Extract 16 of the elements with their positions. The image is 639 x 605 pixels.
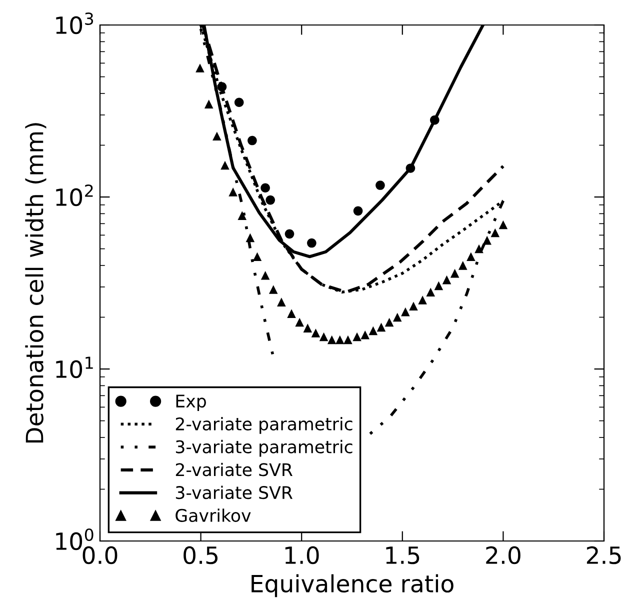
x-tick-label: 1.0: [285, 546, 319, 564]
y-tick-label: 10$^{1}$: [56, 356, 93, 378]
legend-label: 3-variate parametric: [176, 440, 352, 457]
legend-label: 2-variate parametric: [176, 417, 352, 434]
x-tick-label: 0.5: [184, 546, 218, 564]
y-axis-title: Detonation cell width (mm): [25, 123, 46, 443]
x-axis-title: Equivalence ratio: [252, 574, 454, 598]
legend-label: 2-variate SVR: [176, 462, 292, 476]
x-tick-label: 2.5: [586, 546, 621, 564]
legend-label: Gavrikov: [176, 508, 251, 522]
y-tick-label: 10$^{2}$: [56, 184, 93, 206]
legend-label: 3-variate SVR: [176, 486, 292, 500]
legend-label: Exp: [176, 394, 206, 411]
y-tick-label: 10$^{3}$: [56, 12, 94, 34]
x-tick-label: 1.5: [386, 546, 420, 564]
x-tick-label: 2.0: [486, 546, 520, 564]
